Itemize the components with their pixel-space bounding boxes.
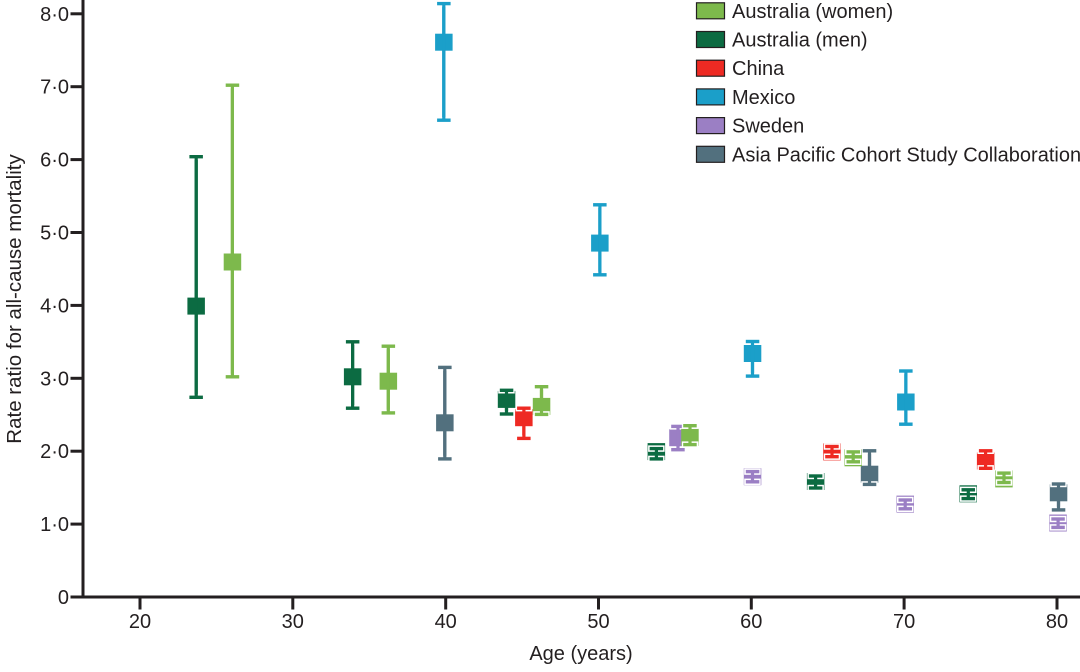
svg-text:80: 80 [1046,611,1068,633]
svg-text:70: 70 [893,611,915,633]
svg-text:7·0: 7·0 [40,77,69,99]
svg-text:6·0: 6·0 [40,150,69,172]
svg-text:Sweden: Sweden [732,116,804,138]
svg-text:60: 60 [740,611,762,633]
svg-text:30: 30 [282,611,304,633]
svg-text:40: 40 [435,611,457,633]
svg-text:50: 50 [587,611,609,633]
svg-text:2·0: 2·0 [40,441,69,463]
svg-text:China: China [732,58,785,80]
svg-text:Age (years): Age (years) [529,643,632,665]
svg-text:1·0: 1·0 [40,514,69,536]
svg-text:5·0: 5·0 [40,223,69,245]
svg-text:Mexico: Mexico [732,87,795,109]
svg-text:20: 20 [129,611,151,633]
svg-text:Asia Pacific Cohort Study Coll: Asia Pacific Cohort Study Collaboration [732,144,1080,166]
svg-text:8·0: 8·0 [40,4,69,26]
svg-text:4·0: 4·0 [40,295,69,317]
svg-text:Australia (men): Australia (men) [732,30,868,52]
svg-text:Australia (women): Australia (women) [732,1,893,23]
svg-text:Rate ratio for all-cause morta: Rate ratio for all-cause mortality [3,154,26,444]
svg-text:3·0: 3·0 [40,368,69,390]
svg-text:0: 0 [58,587,69,609]
